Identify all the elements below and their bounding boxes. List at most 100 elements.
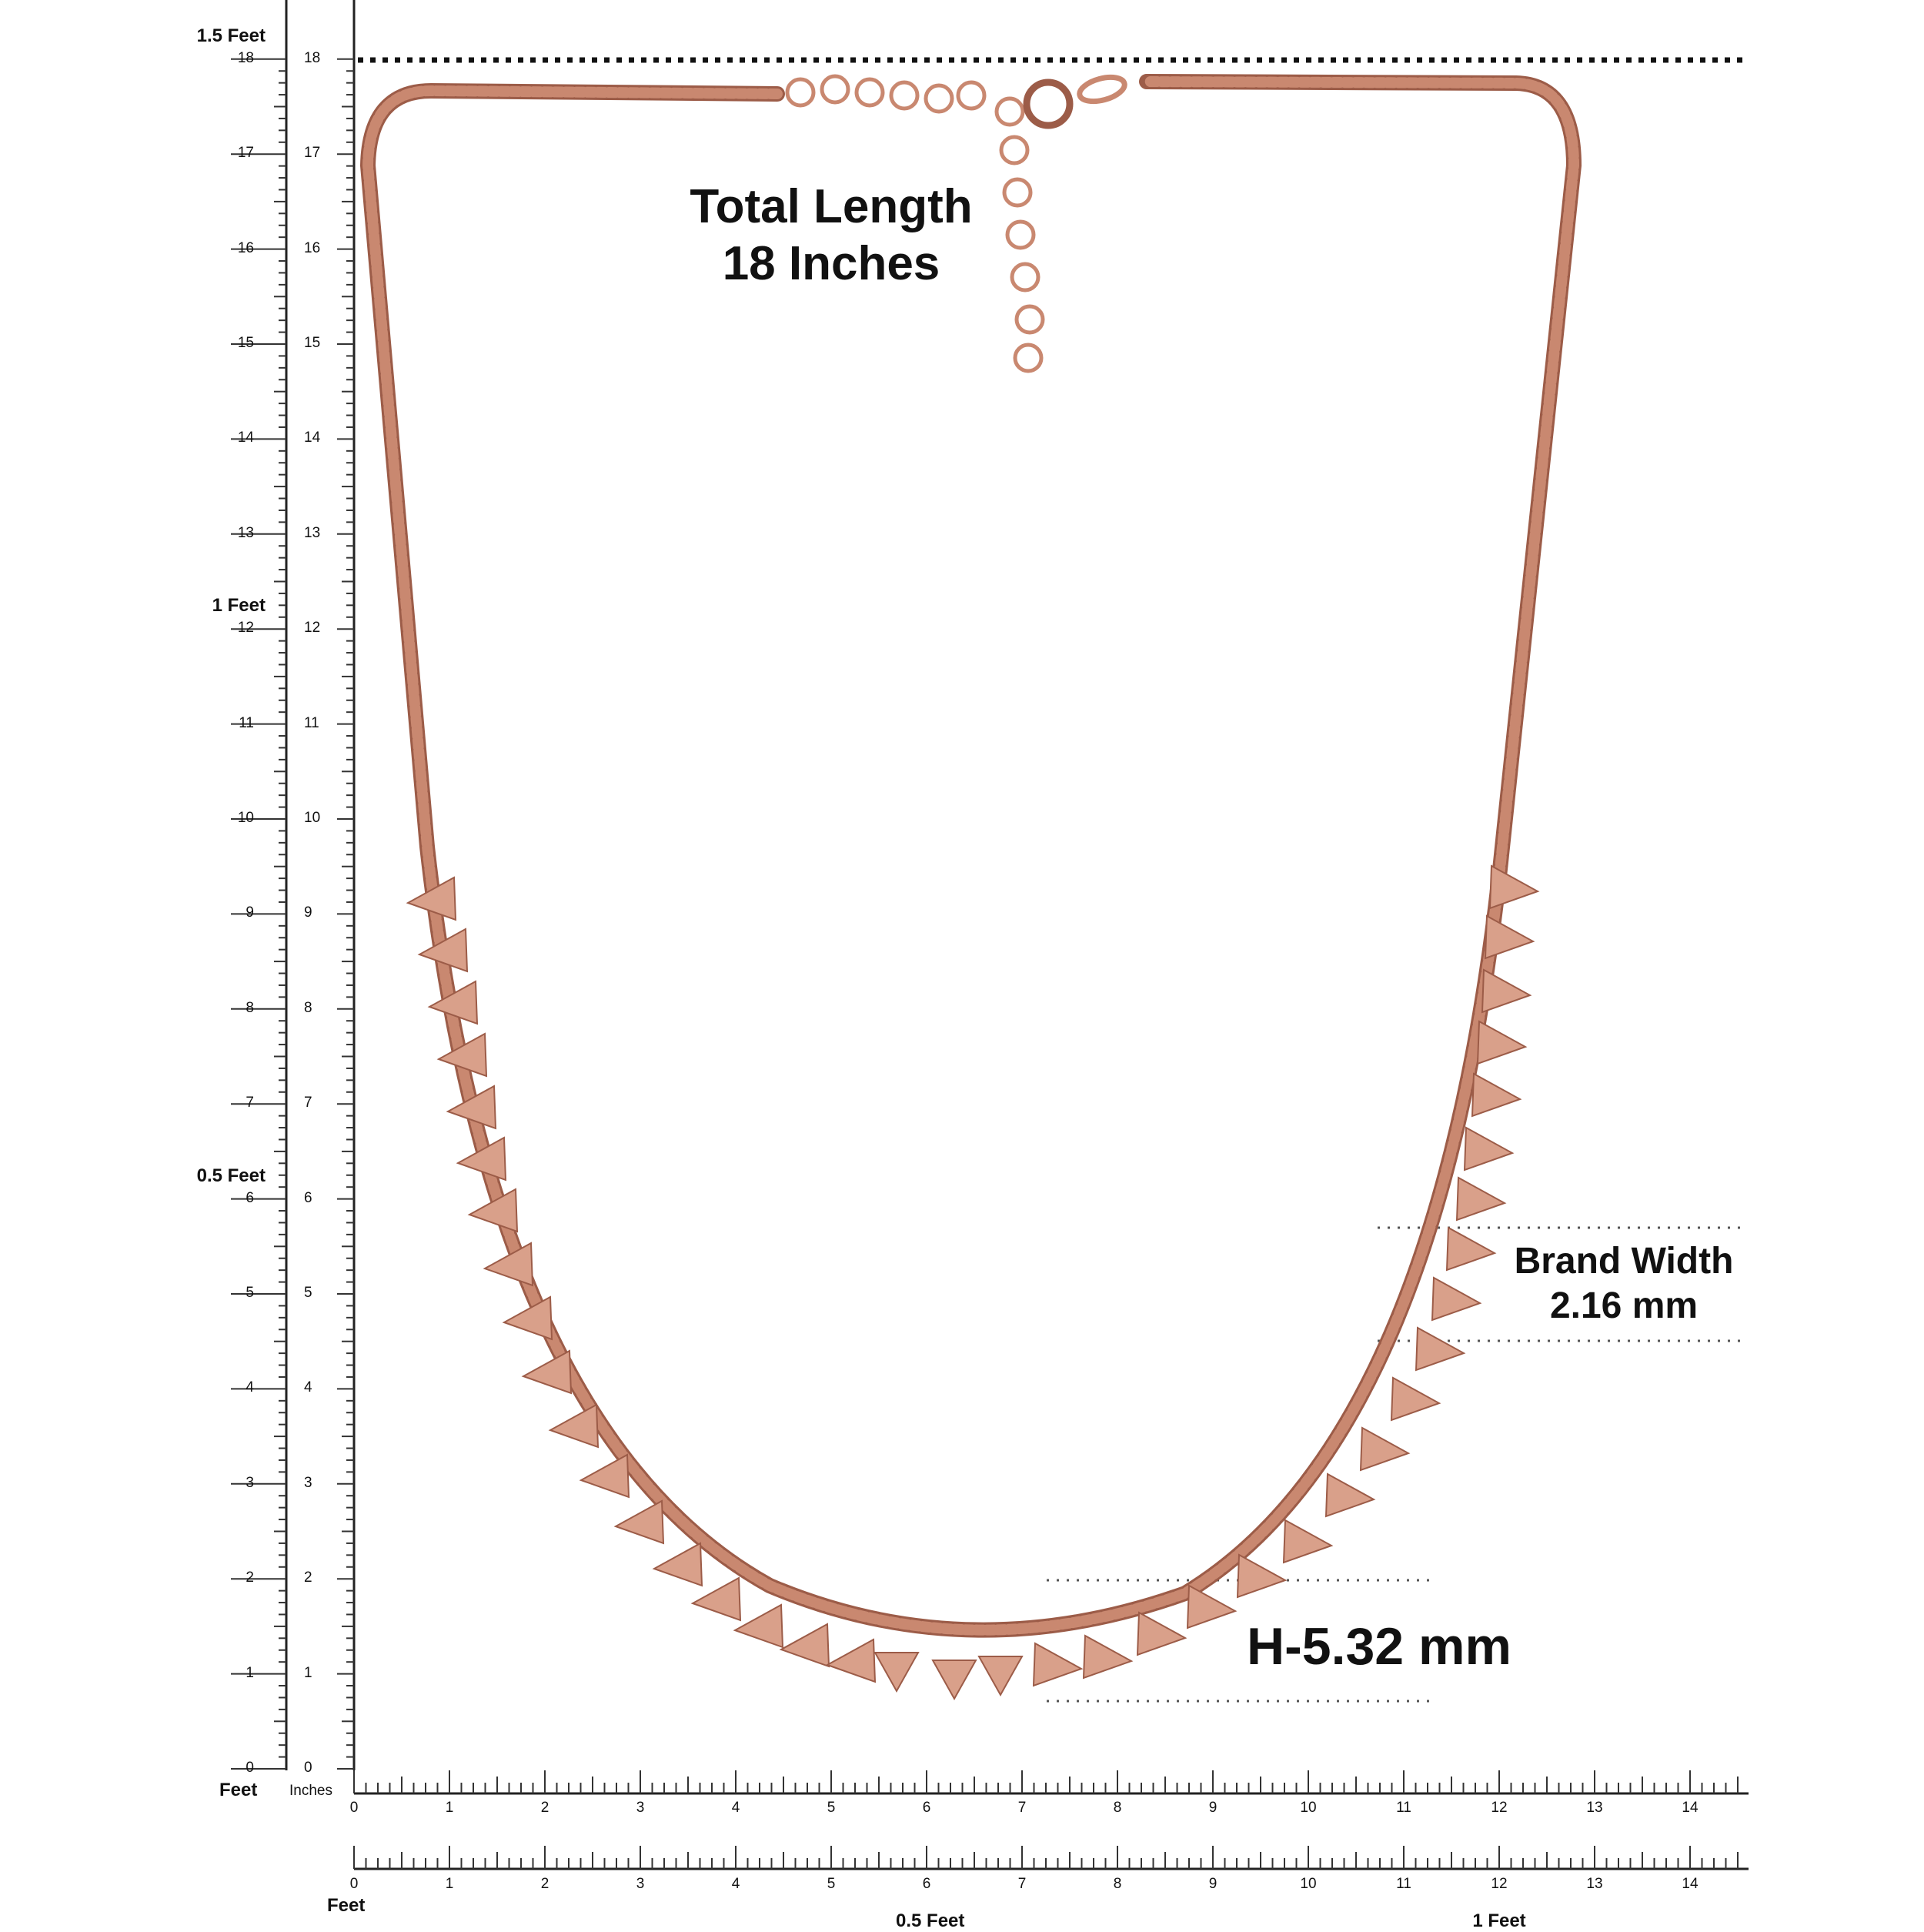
ruler-left-inch-label-inner: 3 [304, 1474, 312, 1491]
extender-dangle-ring [1010, 262, 1040, 292]
ruler-left-inch-label: 9 [246, 904, 254, 921]
triangle-pendant [406, 876, 457, 921]
ruler-left-inch-label: 15 [237, 335, 254, 351]
triangle-pendant [521, 1349, 573, 1395]
triangle-pendant [690, 1576, 742, 1622]
ruler-bottom-inch-label: 9 [1208, 1800, 1218, 1816]
ruler-left-inch-label-inner: 7 [304, 1095, 312, 1111]
total-length-line1: Total Length [690, 180, 973, 233]
triangle-pendant [446, 1085, 497, 1130]
triangle-pendant [1359, 1426, 1411, 1472]
ruler-left-inch-label: 8 [246, 999, 254, 1016]
extender-ring [785, 77, 816, 108]
ruler-left-inch-label-inner: 2 [304, 1569, 312, 1586]
extender-ring [924, 83, 954, 114]
ruler-left-inch-label: 7 [246, 1095, 254, 1111]
triangle-pendant [483, 1242, 534, 1287]
ruler-left-inch-label: 12 [237, 620, 254, 637]
triangle-pendant [548, 1403, 600, 1449]
extender-ring [820, 74, 850, 105]
ruler-left-inch-label-inner: 13 [304, 524, 321, 541]
total-length-line2: 18 Inches [722, 237, 940, 290]
triangle-pendant [613, 1499, 665, 1545]
ruler-left-inch-label-inner: 12 [304, 620, 321, 637]
ruler-bottom-inch-label-lower: 12 [1491, 1876, 1508, 1892]
ruler-left-inch-label-inner: 0 [304, 1760, 312, 1776]
ruler-left-inch-label: 14 [237, 430, 254, 446]
triangle-pendant [1415, 1326, 1466, 1372]
ruler-left-inch-label: 11 [239, 714, 254, 731]
triangle-pendant [931, 1660, 977, 1701]
extender-dangle-ring [994, 96, 1025, 127]
ruler-bottom-inch-label: 3 [636, 1800, 645, 1816]
ruler-bottom-inch-label-lower: 8 [1113, 1876, 1122, 1892]
triangle-pendant [652, 1542, 703, 1587]
ruler-bottom-inch-label-lower: 1 [445, 1876, 454, 1892]
ruler-left-inch-label-inner: 11 [304, 714, 319, 731]
triangle-pendant [1282, 1519, 1334, 1564]
ruler-bottom-inch-label-lower: 11 [1396, 1876, 1411, 1892]
ruler-left-inch-label: 17 [237, 145, 254, 162]
ruler-bottom-inch-label-lower: 3 [636, 1876, 645, 1892]
total-length-label: Total Length 18 Inches [654, 179, 1008, 292]
triangle-pendant [1476, 1020, 1528, 1065]
triangle-pendant [733, 1603, 784, 1649]
ruler-bottom-feet-caption: Feet [327, 1895, 366, 1916]
triangle-pendant [1082, 1634, 1134, 1680]
ruler-bottom-feet-label: 0.5 Feet [896, 1910, 965, 1931]
ruler-bottom-inch-label: 2 [540, 1800, 549, 1816]
ruler-left-inch-label: 18 [237, 49, 254, 66]
triangle-pendant [977, 1656, 1024, 1697]
triangle-pendant [1445, 1226, 1497, 1272]
ruler-bottom-inch-label-lower: 10 [1300, 1876, 1317, 1892]
brand-width-label: Brand Width 2.16 mm [1493, 1239, 1755, 1329]
ruler-left-inch-label: 1 [246, 1664, 254, 1681]
triangle-pendant [456, 1136, 507, 1182]
triangle-pendant [1488, 864, 1540, 910]
ruler-bottom-inch-label: 8 [1113, 1800, 1122, 1816]
ruler-bottom-inch-label: 13 [1586, 1800, 1603, 1816]
ruler-bottom-inch-label: 10 [1300, 1800, 1317, 1816]
triangle-pendant [1136, 1611, 1187, 1656]
triangle-pendant [1484, 914, 1535, 960]
ruler-bottom-inch-label: 12 [1491, 1800, 1508, 1816]
ruler-bottom-inch-label: 6 [922, 1800, 931, 1816]
triangle-pendant [1236, 1553, 1288, 1599]
bottom-horizontal-ruler [353, 1770, 1749, 1870]
extender-dangle-ring [999, 135, 1030, 165]
ruler-left-inch-label: 13 [237, 524, 254, 541]
ruler-left-inch-label-inner: 18 [304, 49, 321, 66]
ruler-left-inch-label-inner: 9 [304, 904, 312, 921]
ruler-left-inch-label-inner: 6 [304, 1189, 312, 1206]
ruler-left-inch-label-inner: 8 [304, 999, 312, 1016]
ruler-left-inch-label-inner: 15 [304, 335, 321, 351]
necklace-illustration [359, 74, 1582, 1701]
left-vertical-ruler [231, 0, 356, 1770]
height-label: H-5.32 mm [1247, 1617, 1511, 1676]
ruler-left-inch-label-inner: 17 [304, 145, 321, 162]
ruler-left-inch-label: 6 [246, 1189, 254, 1206]
triangle-pendant [1481, 968, 1532, 1014]
ruler-left-inch-label: 16 [237, 239, 254, 256]
triangle-pendant [1463, 1126, 1515, 1172]
triangle-pendant [1324, 1472, 1376, 1518]
triangle-pendant [1431, 1276, 1482, 1322]
triangle-pendant [427, 980, 479, 1025]
triangle-pendant [825, 1638, 877, 1683]
extender-ring [889, 80, 920, 111]
triangle-pendant [417, 928, 469, 973]
ruler-bottom-inch-label: 14 [1682, 1800, 1699, 1816]
ruler-bottom-inch-label: 0 [349, 1800, 359, 1816]
ruler-bottom-inch-label-lower: 7 [1017, 1876, 1027, 1892]
ruler-bottom-inch-label-lower: 6 [922, 1876, 931, 1892]
ruler-bottom-inch-label-lower: 13 [1586, 1876, 1603, 1892]
ruler-bottom-inch-label-lower: 0 [349, 1876, 359, 1892]
ruler-left-feet-label: 1.5 Feet [196, 25, 266, 46]
ruler-bottom-inch-label: 7 [1017, 1800, 1027, 1816]
extender-dangle-ring [1002, 177, 1033, 208]
spring-ring-clasp [1023, 79, 1074, 129]
triangle-pendant [1455, 1176, 1507, 1222]
ruler-left-inch-label: 0 [246, 1760, 254, 1776]
ruler-bottom-inch-label: 1 [445, 1800, 454, 1816]
